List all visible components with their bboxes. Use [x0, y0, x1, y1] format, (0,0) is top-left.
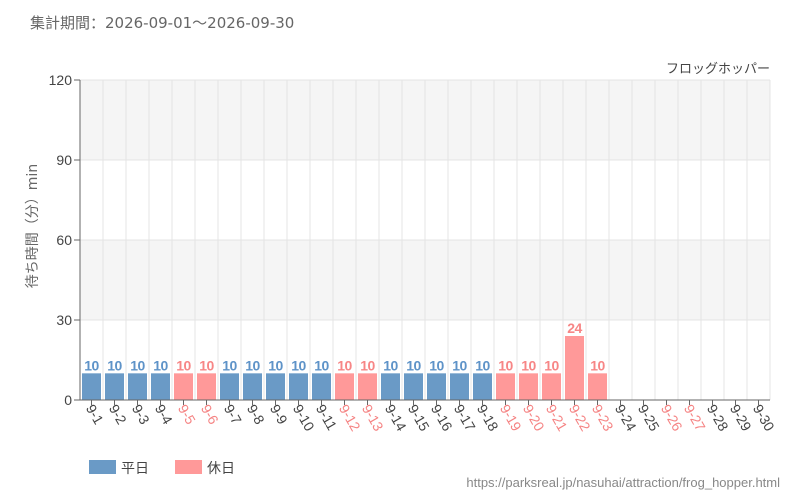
bar-9-17 [450, 373, 469, 400]
x-tick-label-9-22: 9-22 [566, 402, 594, 434]
data-label-9-5: 10 [176, 357, 191, 373]
bar-9-18 [473, 373, 492, 400]
data-label-9-17: 10 [452, 357, 467, 373]
data-label-9-15: 10 [406, 357, 421, 373]
x-tick-label-9-3: 9-3 [129, 402, 153, 428]
bars [82, 336, 607, 400]
data-label-9-20: 10 [521, 357, 536, 373]
bar-9-11 [312, 373, 331, 400]
y-tick-label: 30 [56, 312, 72, 328]
period-label: 集計期間：2026-09-01～2026-09-30 [30, 14, 294, 32]
x-tick-label-9-28: 9-28 [704, 402, 732, 434]
bar-9-10 [289, 373, 308, 400]
x-tick-label-9-23: 9-23 [589, 402, 617, 434]
bar-9-12 [335, 373, 354, 400]
data-label-9-7: 10 [222, 357, 237, 373]
gridlines [80, 79, 771, 400]
x-tick-label-9-19: 9-19 [497, 402, 525, 434]
data-label-9-12: 10 [337, 357, 352, 373]
data-label-9-19: 10 [498, 357, 513, 373]
bar-9-6 [197, 373, 216, 400]
legend-swatch-holiday [175, 460, 202, 474]
data-label-9-21: 10 [544, 357, 559, 373]
bar-9-7 [220, 373, 239, 400]
x-tick-label-9-18: 9-18 [474, 402, 502, 434]
data-label-9-10: 10 [291, 357, 306, 373]
bar-9-23 [588, 373, 607, 400]
data-label-9-8: 10 [245, 357, 260, 373]
bar-9-14 [381, 373, 400, 400]
legend-label-holiday: 休日 [207, 461, 235, 477]
x-tick-label-9-27: 9-27 [681, 402, 709, 434]
x-tick-label-9-15: 9-15 [405, 402, 433, 434]
data-label-9-11: 10 [314, 357, 329, 373]
bar-9-3 [128, 373, 147, 400]
chart-title: フロッグホッパー [666, 62, 770, 77]
data-label-9-6: 10 [199, 357, 214, 373]
y-axis-label: 待ち時間（分）min [25, 164, 41, 288]
x-tick-label-9-7: 9-7 [221, 402, 245, 428]
x-tick-label-9-24: 9-24 [612, 402, 640, 434]
legend: 平日 休日 [89, 460, 235, 477]
legend-item-holiday[interactable]: 休日 [175, 460, 235, 477]
data-label-9-9: 10 [268, 357, 283, 373]
data-label-9-16: 10 [429, 357, 444, 373]
x-tick-label-9-29: 9-29 [727, 402, 755, 434]
source-url: https://parksreal.jp/nasuhai/attraction/… [466, 475, 780, 490]
x-tick-label-9-6: 9-6 [198, 402, 222, 428]
data-label-9-23: 10 [590, 357, 605, 373]
x-tick-label-9-16: 9-16 [428, 402, 456, 434]
data-label-9-22: 24 [567, 320, 582, 336]
x-tick-label-9-20: 9-20 [520, 402, 548, 434]
data-labels: 10 10 10 10 10 10 10 10 10 10 10 10 10 10 10 10 10 10 10 10… [84, 320, 606, 373]
x-tick-label-9-2: 9-2 [106, 402, 130, 428]
x-tick-label-9-4: 9-4 [152, 402, 176, 428]
x-tick-label-9-26: 9-26 [658, 402, 686, 434]
bar-9-13 [358, 373, 377, 400]
y-tick-label: 60 [56, 232, 72, 248]
bar-9-1 [82, 373, 101, 400]
data-label-9-13: 10 [360, 357, 375, 373]
data-label-9-18: 10 [475, 357, 490, 373]
bar-9-21 [542, 373, 561, 400]
x-tick-label-9-12: 9-12 [336, 402, 364, 434]
data-label-9-1: 10 [84, 357, 99, 373]
y-tick-label: 90 [56, 152, 72, 168]
x-tick-label-9-9: 9-9 [267, 402, 291, 428]
x-tick-label-9-11: 9-11 [313, 402, 340, 434]
data-label-9-4: 10 [153, 357, 168, 373]
x-tick-label-9-25: 9-25 [635, 402, 663, 434]
x-tick-label-9-13: 9-13 [359, 402, 387, 434]
y-tick-label: 0 [64, 392, 72, 408]
legend-item-weekday[interactable]: 平日 [89, 460, 149, 477]
legend-swatch-weekday [89, 460, 116, 474]
bar-9-2 [105, 373, 124, 400]
x-tick-label-9-10: 9-10 [290, 402, 318, 434]
y-tick-label: 120 [49, 72, 73, 88]
bar-9-19 [496, 373, 515, 400]
legend-label-weekday: 平日 [121, 461, 149, 477]
bar-9-16 [427, 373, 446, 400]
data-label-9-14: 10 [383, 357, 398, 373]
bar-9-5 [174, 373, 193, 400]
bar-9-8 [243, 373, 262, 400]
axes [74, 79, 770, 405]
x-tick-label-9-30: 9-30 [750, 402, 778, 434]
x-tick-label-9-5: 9-5 [175, 402, 199, 428]
x-tick-labels: 9-1 9-2 9-3 9-4 9-5 9-6 9-7 9-8 9-9 9-109-119-129… [83, 402, 778, 434]
bar-9-9 [266, 373, 285, 400]
data-label-9-3: 10 [130, 357, 145, 373]
x-tick-label-9-14: 9-14 [382, 402, 410, 434]
bar-9-20 [519, 373, 538, 400]
bar-9-4 [151, 373, 170, 400]
bar-9-15 [404, 373, 423, 400]
y-tick-labels: 0 30 60 90 120 [49, 72, 73, 408]
x-tick-label-9-17: 9-17 [451, 402, 479, 434]
data-label-9-2: 10 [107, 357, 122, 373]
x-tick-label-9-1: 9-1 [83, 402, 107, 428]
bar-9-22 [565, 336, 584, 400]
x-tick-label-9-8: 9-8 [244, 402, 268, 428]
x-tick-label-9-21: 9-21 [543, 402, 571, 434]
